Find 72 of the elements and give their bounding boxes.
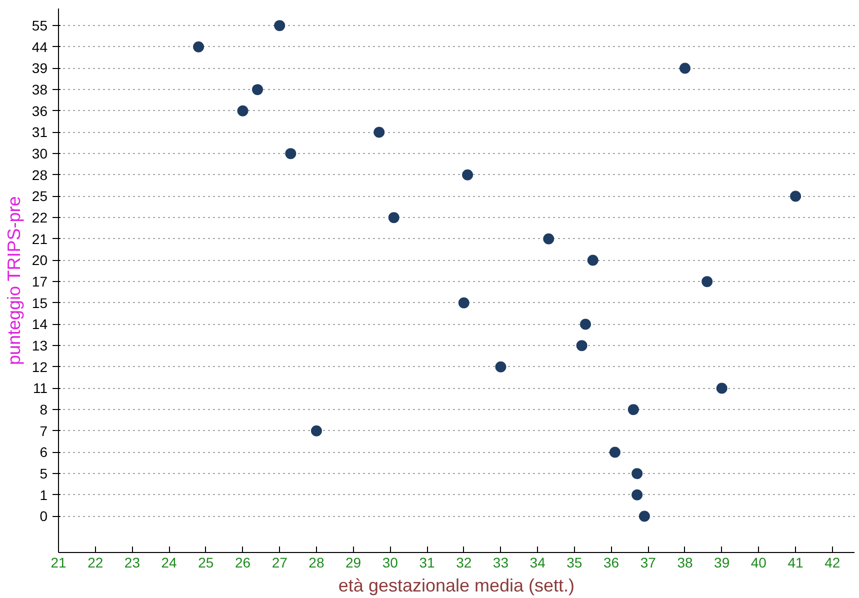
y-tick-label: 1 [40,486,48,503]
x-tick-label: 38 [677,554,693,570]
point [716,382,728,394]
point [609,446,620,458]
point [285,148,296,160]
x-tick-label: 37 [640,554,656,570]
x-tick-label: 29 [346,554,362,570]
x-axis-title: età gestazionale media (sett.) [338,576,575,596]
point [580,318,591,330]
y-tick-label: 22 [32,210,48,226]
y-tick-label: 7 [40,422,48,439]
point [702,276,713,288]
point [237,105,248,116]
x-tick-label: 24 [161,554,178,570]
point [374,126,385,138]
y-tick-label: 5 [40,466,48,482]
point [587,254,598,266]
point [632,489,643,500]
x-tick-label: 41 [788,554,804,570]
y-tick-label: 8 [40,402,48,418]
y-tick-label: 14 [32,316,48,332]
point [628,404,639,416]
y-tick-label: 28 [32,166,48,183]
y-tick-label: 36 [32,102,48,119]
x-tick-label: 25 [198,554,214,570]
point [388,212,400,224]
point [252,84,263,96]
x-tick-label: 21 [50,554,66,570]
x-tick-label: 30 [382,554,398,570]
y-tick-label: 25 [32,188,48,204]
x-tick-label: 23 [124,554,140,570]
y-tick-label: 21 [32,230,48,247]
x-tick-label: 27 [272,554,288,570]
y-tick-label: 20 [32,252,48,268]
y-tick-label: 11 [32,380,48,396]
x-tick-label: 34 [530,554,546,570]
point [790,190,802,202]
point [462,169,474,180]
x-tick-label: 40 [750,554,767,570]
x-tick-label: 22 [88,554,104,570]
y-tick-label: 13 [32,338,48,354]
y-tick-label: 6 [40,444,48,460]
x-tick-label: 39 [714,554,730,570]
x-tick-label: 35 [566,554,582,570]
y-tick-label: 38 [32,82,48,98]
point [458,297,470,308]
point [543,233,554,244]
x-tick-label: 33 [492,554,509,570]
point [495,361,506,372]
x-tick-label: 42 [824,554,840,570]
y-tick-label: 12 [32,358,48,375]
y-tick-label: 44 [32,38,48,55]
y-tick-label: 31 [32,124,48,140]
point [679,62,690,74]
point [632,468,643,480]
x-tick-label: 26 [234,554,251,570]
y-tick-label: 30 [32,146,48,162]
x-tick-label: 31 [419,554,436,570]
point [274,20,286,32]
y-tick-label: 15 [32,294,48,311]
point [576,340,588,352]
x-tick-label: 32 [456,554,472,570]
y-tick-label: 17 [32,274,48,290]
y-tick-label: 0 [40,508,48,524]
point [310,425,322,436]
y-tick-label: 55 [32,18,48,34]
point [638,510,650,522]
x-tick-label: 28 [308,554,324,570]
y-axis-title: punteggio TRIPS-pre [4,196,24,366]
point [193,41,204,52]
x-tick-label: 36 [603,554,620,570]
y-tick-label: 39 [32,60,48,76]
